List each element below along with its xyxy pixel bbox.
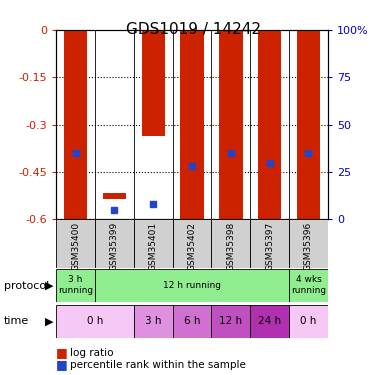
Bar: [250, 304, 289, 338]
Text: protocol: protocol: [4, 281, 49, 291]
Text: log ratio: log ratio: [70, 348, 113, 357]
Text: GSM35402: GSM35402: [187, 222, 197, 271]
Text: 3 h: 3 h: [145, 316, 161, 326]
Text: ▶: ▶: [45, 281, 54, 291]
Text: time: time: [4, 316, 29, 326]
Text: ■: ■: [56, 346, 68, 359]
Text: 0 h: 0 h: [87, 316, 103, 326]
Bar: [173, 219, 211, 268]
Bar: [258, 30, 281, 219]
Bar: [211, 219, 250, 268]
Bar: [289, 304, 328, 338]
Text: GSM35399: GSM35399: [110, 222, 119, 271]
Bar: [56, 304, 134, 338]
Text: ■: ■: [56, 358, 68, 371]
Text: percentile rank within the sample: percentile rank within the sample: [70, 360, 246, 369]
Text: GSM35400: GSM35400: [71, 222, 80, 271]
Text: 4 wks
running: 4 wks running: [291, 275, 326, 296]
Bar: [250, 219, 289, 268]
Text: 6 h: 6 h: [184, 316, 200, 326]
Bar: [134, 304, 173, 338]
Text: GSM35397: GSM35397: [265, 222, 274, 271]
Bar: [289, 269, 328, 302]
Bar: [211, 304, 250, 338]
Text: 0 h: 0 h: [300, 316, 317, 326]
Text: GDS1019 / 14242: GDS1019 / 14242: [126, 22, 262, 37]
Bar: [134, 219, 173, 268]
Bar: [56, 269, 95, 302]
Bar: [173, 304, 211, 338]
Text: ▶: ▶: [45, 316, 54, 326]
Text: 12 h running: 12 h running: [163, 281, 221, 290]
Text: 24 h: 24 h: [258, 316, 281, 326]
Bar: [297, 30, 320, 219]
Bar: [180, 30, 204, 219]
Text: GSM35398: GSM35398: [226, 222, 236, 271]
Bar: [103, 192, 126, 199]
Text: 12 h: 12 h: [219, 316, 242, 326]
Bar: [95, 269, 289, 302]
Bar: [289, 219, 328, 268]
Text: 3 h
running: 3 h running: [58, 275, 93, 296]
Bar: [219, 30, 242, 219]
Bar: [95, 219, 134, 268]
Text: GSM35401: GSM35401: [149, 222, 158, 271]
Bar: [64, 30, 87, 219]
Bar: [56, 219, 95, 268]
Bar: [142, 30, 165, 136]
Text: GSM35396: GSM35396: [304, 222, 313, 271]
